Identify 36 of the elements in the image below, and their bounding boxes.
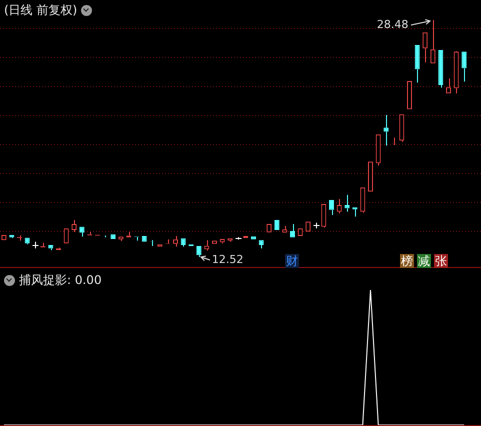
candlestick	[220, 239, 225, 244]
annotation: 财	[285, 254, 299, 268]
candlestick	[79, 226, 84, 238]
candlestick	[329, 200, 334, 216]
candlestick	[360, 187, 366, 214]
candlestick	[454, 52, 459, 94]
annotation: 28.48	[376, 18, 408, 31]
candlestick	[251, 236, 256, 240]
candlestick	[430, 20, 436, 64]
candlestick	[258, 240, 264, 249]
candlestick	[422, 32, 428, 63]
candlestick	[344, 194, 350, 212]
candlestick	[196, 246, 202, 258]
candlestick	[290, 224, 295, 238]
candlestick	[266, 224, 272, 232]
candlestick	[274, 220, 280, 230]
candlestick	[306, 222, 311, 232]
candlestick	[414, 44, 420, 84]
candlestick	[368, 162, 373, 192]
annotation: 减	[417, 254, 431, 268]
annotation: 张	[434, 254, 448, 268]
annotation: 12.52	[212, 253, 244, 266]
candlestick	[321, 204, 326, 228]
chart-title: 捕风捉影: 0.00	[19, 272, 102, 289]
candlestick	[64, 228, 69, 244]
candlestick	[212, 240, 217, 244]
candlestick	[462, 52, 467, 82]
chart-title: (日线 前复权)	[4, 2, 78, 19]
candlestick	[407, 81, 412, 110]
candlestick	[438, 50, 444, 88]
candlestick	[384, 114, 389, 146]
annotation: 榜	[400, 254, 414, 268]
candlestick	[110, 234, 116, 240]
candlestick	[142, 236, 147, 242]
candlestick	[204, 240, 210, 252]
candlestick	[399, 114, 404, 142]
